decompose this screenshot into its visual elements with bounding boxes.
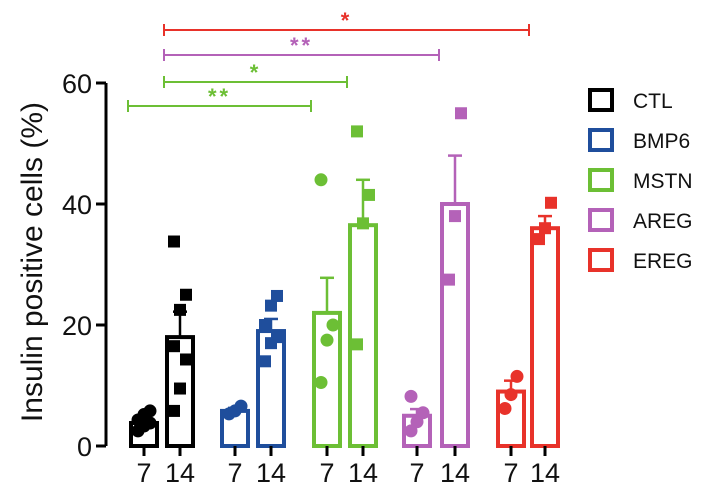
data-point-ctl-14 [168, 340, 180, 353]
significance-bracket: * [163, 8, 530, 36]
data-point-mstn-14 [357, 217, 369, 230]
data-point-areg-14 [455, 107, 467, 120]
x-tick-label: 7 [136, 458, 151, 488]
data-point-areg-7 [416, 406, 430, 420]
significance-bracket: * [163, 60, 348, 88]
data-point-bmp6-7 [234, 399, 248, 413]
y-tick-label: 60 [62, 69, 92, 99]
data-point-bmp6-14 [265, 299, 277, 312]
legend-label: MSTN [633, 170, 693, 193]
data-point-mstn-7 [320, 333, 334, 347]
legend-swatch [588, 168, 614, 192]
y-axis-label: Insulin positive cells (%) [16, 102, 49, 422]
bar-bmp6-14 [256, 329, 286, 448]
y-tick-label: 20 [62, 311, 92, 341]
legend-swatch [588, 248, 614, 272]
data-point-ctl-14 [174, 382, 186, 395]
legend-swatch [588, 88, 614, 112]
x-tick-label: 7 [227, 458, 242, 488]
x-tick-labels: 7 14 7 14 7 14 7 14 7 14 [136, 446, 560, 488]
x-tick-label: 14 [165, 458, 195, 488]
data-point-bmp6-14 [271, 289, 283, 302]
data-point-areg-7 [404, 389, 418, 403]
significance-label: * [250, 60, 262, 85]
bars-layer [129, 107, 560, 449]
bar-areg-14 [440, 202, 470, 448]
data-point-ctl-14 [180, 288, 192, 301]
legend-item: EREG [588, 248, 693, 273]
data-point-ereg-7 [498, 401, 512, 415]
legend-item: CTL [588, 88, 673, 113]
x-tick-label: 7 [409, 458, 424, 488]
significance-bracket: ** [163, 33, 440, 61]
data-point-bmp6-14 [259, 319, 271, 331]
x-tick-label: 7 [319, 458, 334, 488]
significance-label: * [341, 8, 353, 33]
data-point-bmp6-14 [271, 331, 283, 344]
data-point-ereg-7 [510, 369, 524, 383]
x-tick-label: 14 [530, 458, 560, 488]
significance-label: ** [208, 84, 231, 109]
x-tick-label: 14 [256, 458, 286, 488]
data-point-areg-14 [449, 210, 461, 223]
legend-swatch [588, 128, 614, 152]
data-point-ctl-14 [180, 353, 192, 366]
legend-swatch [588, 208, 614, 232]
data-point-ctl-14 [168, 235, 180, 248]
significance-label: ** [290, 33, 313, 58]
significance-layer: ****** [127, 8, 530, 112]
y-tick-label: 40 [62, 190, 92, 220]
legend: CTL BMP6 MSTN AREG EREG [588, 88, 693, 273]
x-tick-label: 7 [503, 458, 518, 488]
data-point-mstn-7 [314, 173, 328, 187]
legend-label: EREG [633, 250, 693, 273]
data-point-ctl-14 [174, 303, 186, 316]
data-point-ctl-7 [143, 404, 157, 418]
legend-label: AREG [633, 210, 693, 233]
bar-ereg-14 [530, 226, 560, 448]
data-point-ereg-14 [539, 222, 551, 235]
significance-bracket: ** [127, 84, 312, 112]
legend-label: BMP6 [633, 130, 690, 153]
data-point-ctl-14 [168, 404, 180, 417]
data-point-ereg-14 [533, 233, 545, 246]
y-tick-label: 0 [77, 432, 92, 462]
data-point-mstn-7 [314, 375, 328, 389]
data-point-ereg-7 [504, 388, 518, 402]
data-point-ereg-14 [545, 196, 557, 209]
legend-item: AREG [588, 208, 693, 233]
y-axis: 0 20 40 60 [62, 69, 108, 462]
data-point-mstn-7 [326, 318, 340, 332]
data-point-areg-14 [443, 273, 455, 286]
data-point-bmp6-14 [259, 355, 271, 368]
legend-item: BMP6 [588, 128, 690, 153]
legend-item: MSTN [588, 168, 693, 193]
bar-mstn-14 [348, 223, 378, 448]
data-point-mstn-14 [351, 338, 363, 351]
x-tick-label: 14 [440, 458, 470, 488]
x-tick-label: 14 [348, 458, 378, 488]
data-point-mstn-14 [351, 125, 363, 138]
legend-label: CTL [633, 90, 673, 113]
data-point-mstn-14 [363, 188, 375, 201]
